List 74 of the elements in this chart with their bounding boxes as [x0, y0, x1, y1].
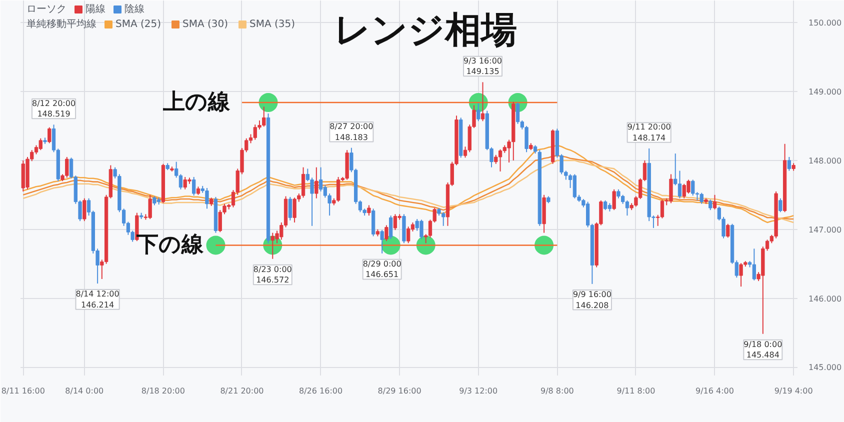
candlestick: [700, 192, 704, 204]
annotation: 9/18 0:00 145.484: [744, 340, 782, 360]
candlestick: [778, 198, 782, 213]
candlestick: [524, 125, 528, 153]
candlestick: [314, 166, 318, 199]
candlestick: [708, 199, 712, 211]
candlestick: [384, 224, 388, 242]
candlestick: [691, 179, 695, 196]
x-tick-label: 9/11 8:00: [616, 386, 656, 396]
x-tick-label: 8/21 20:00: [220, 386, 264, 396]
annotation: 8/29 0:00 146.651: [362, 259, 402, 280]
x-tick-label: 9/16 4:00: [696, 386, 734, 396]
candlestick: [572, 174, 577, 199]
annotation: 9/11 20:00 148.174: [627, 122, 671, 142]
candlestick: [612, 188, 616, 211]
candlestick: [148, 194, 152, 220]
candlestick: [192, 176, 196, 196]
x-tick-label: 9/8 8:00: [540, 386, 574, 396]
annotation: 9/9 16:00 146.208: [572, 290, 612, 310]
y-tick-label: 148.000: [808, 156, 842, 166]
x-tick-label: 8/14 0:00: [65, 386, 104, 396]
candlestick: [367, 204, 371, 216]
candlestick: [660, 199, 664, 219]
annotation: 8/27 20:00 148.183: [330, 122, 374, 142]
annotation: 8/12 20:00 148.519: [32, 98, 76, 119]
annotation: 9/3 16:00 149.135: [464, 56, 502, 76]
y-tick-label: 149.000: [808, 87, 842, 96]
candlestick: [380, 230, 384, 254]
candlestick: [288, 196, 292, 221]
legend-label: 陰線: [124, 3, 144, 15]
candlestick: [310, 177, 314, 226]
candlestick: [480, 82, 485, 122]
candlestick: [406, 226, 410, 244]
candlestick: [625, 200, 630, 216]
series-label: 上の線: [162, 90, 231, 116]
y-tick-label: 145.000: [808, 363, 842, 372]
x-tick-label: 9/3 12:00: [459, 386, 498, 396]
candlestick: [82, 198, 86, 222]
candlestick: [516, 102, 520, 124]
y-tick-label: 150.000: [808, 18, 842, 28]
candlestick: [726, 223, 730, 238]
legend-label: 陽線: [86, 4, 106, 15]
line-series: [22, 144, 794, 224]
x-tick-label: 8/26 16:00: [299, 386, 343, 396]
legend-label: SMA (25): [116, 19, 162, 30]
x-tick-label: 8/29 16:00: [378, 386, 422, 396]
annotation: 単純移動平均線: [26, 18, 96, 30]
candlestick: [712, 194, 717, 210]
legend-label: SMA (30): [182, 19, 228, 30]
y-tick-label: 146.000: [808, 294, 842, 304]
candlestick: [678, 170, 682, 199]
candlestick: [318, 166, 323, 192]
candlestick: [498, 148, 502, 172]
candlestick: [38, 138, 42, 151]
chart-title: レンジ相場: [334, 10, 517, 51]
candlestick: [301, 166, 306, 198]
candlestick: [389, 215, 393, 240]
candlestick: [787, 156, 792, 172]
x-tick-label: 8/11 16:00: [1, 386, 45, 396]
annotation: 8/23 0:00 146.572: [253, 264, 292, 285]
x-tick-label: 8/18 20:00: [141, 386, 185, 396]
annotation: 8/14 12:00 146.214: [76, 290, 120, 310]
annotation: ローソク: [26, 4, 66, 15]
candlestick: [476, 102, 480, 122]
series-label: 下の線: [136, 232, 205, 258]
candlestick: [372, 208, 376, 237]
candlestick: [48, 126, 52, 144]
x-tick-label: 9/19 4:00: [774, 386, 813, 396]
legend-label: SMA (35): [250, 19, 296, 30]
y-tick-label: 147.000: [808, 225, 842, 234]
candlestick: [336, 176, 340, 202]
candlestick: [604, 200, 608, 211]
candlestick: [393, 214, 398, 231]
candlestick: [752, 248, 756, 281]
